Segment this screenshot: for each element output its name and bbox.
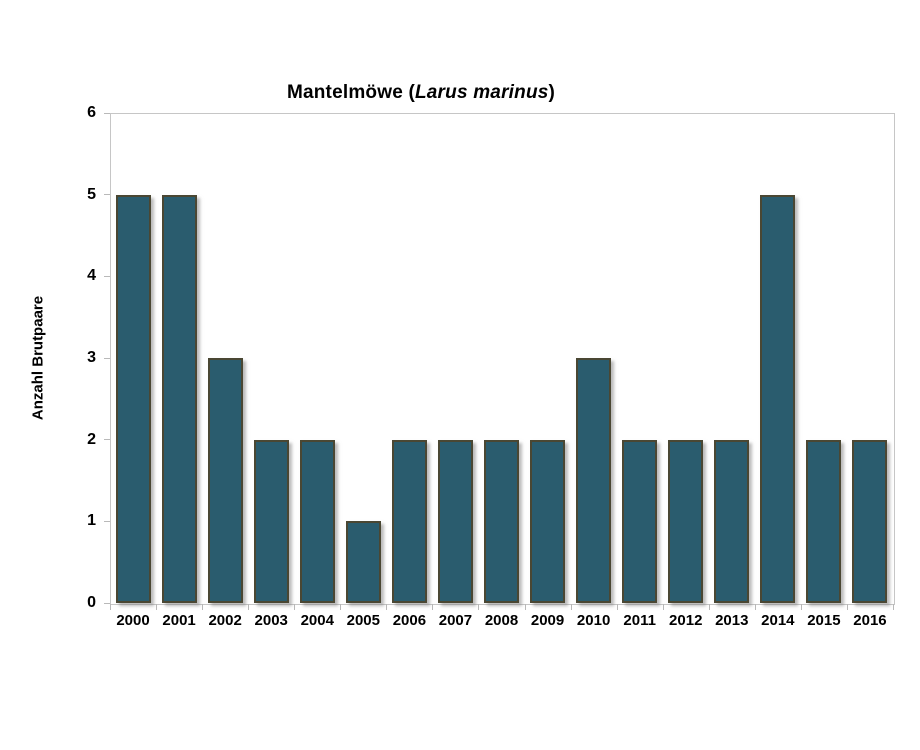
y-axis-title: Anzahl Brutpaare [29,295,47,421]
bar-2004 [299,439,335,603]
x-axis-tick [893,604,894,610]
x-axis-tick [708,604,710,610]
chart-title-species: Larus marinus [414,82,549,103]
bar-2012 [668,439,704,603]
x-axis-tick [846,604,848,610]
x-axis-tick [570,604,572,610]
x-axis-tick [662,604,664,610]
x-axis-tick [156,604,158,610]
x-tick-label: 2015 [807,612,841,629]
y-axis-tick [104,357,110,359]
x-tick-label: 2016 [853,612,887,629]
y-axis-tick [104,520,110,522]
x-axis-tick [202,604,204,610]
bar-2008 [484,439,519,603]
x-tick-label: 2008 [484,612,519,629]
y-tick-label: 4 [87,267,96,285]
y-tick-label: 6 [87,104,96,121]
x-axis-tick [524,604,526,610]
bar-2006 [391,439,427,603]
y-axis-tick [104,439,110,441]
x-axis-tick [478,604,480,610]
bar-2009 [530,439,566,603]
chart-title-prefix: Mantelmöwe ( [286,82,415,103]
bar-2001 [161,194,197,603]
x-axis-tick [294,604,296,610]
x-tick-label: 2001 [162,612,196,629]
x-tick-label: 2009 [530,612,565,629]
x-tick-label: 2003 [254,612,288,629]
x-tick-label: 2002 [208,612,242,629]
y-axis-tick [104,194,110,196]
x-axis-tick [432,604,434,610]
y-tick-label: 1 [87,512,96,530]
chart-title-suffix: ) [548,82,556,103]
x-tick-label: 2011 [623,612,656,629]
bar-2000 [115,194,151,603]
x-tick-label: 2007 [438,612,473,629]
x-axis-tick [340,604,342,610]
x-axis-tick [754,604,756,610]
x-tick-label: 2004 [300,612,334,629]
x-tick-label: 2005 [346,612,380,629]
bar-2013 [714,439,750,603]
bar-2010 [576,358,612,603]
bar-2011 [622,439,658,603]
bar-2002 [207,358,243,603]
y-axis-tick [104,112,110,114]
x-tick-label: 2010 [576,612,611,629]
x-axis-tick [800,604,802,610]
bar-2007 [437,439,473,603]
bar-2016 [852,439,888,603]
y-axis-tick [104,602,110,604]
y-tick-label: 3 [87,349,96,366]
chart-title: Mantelmöwe (Larus marinus) [0,82,842,104]
bar-2003 [253,439,289,603]
x-tick-label: 2012 [669,612,703,629]
y-axis-tick [104,275,110,277]
x-axis-tick [248,604,250,610]
x-tick-label: 2006 [392,612,427,629]
bar-2005 [345,521,381,603]
y-tick-label: 2 [87,430,96,448]
x-axis-tick [386,604,388,610]
bar-2014 [760,194,796,603]
x-tick-label: 2013 [715,612,749,629]
x-axis-tick [110,604,111,610]
x-axis-tick [616,604,618,610]
bar-2015 [806,439,842,603]
y-tick-label: 5 [87,185,96,203]
x-tick-label: 2000 [116,612,150,629]
y-tick-label: 0 [87,594,96,611]
x-tick-label: 2014 [761,612,795,629]
